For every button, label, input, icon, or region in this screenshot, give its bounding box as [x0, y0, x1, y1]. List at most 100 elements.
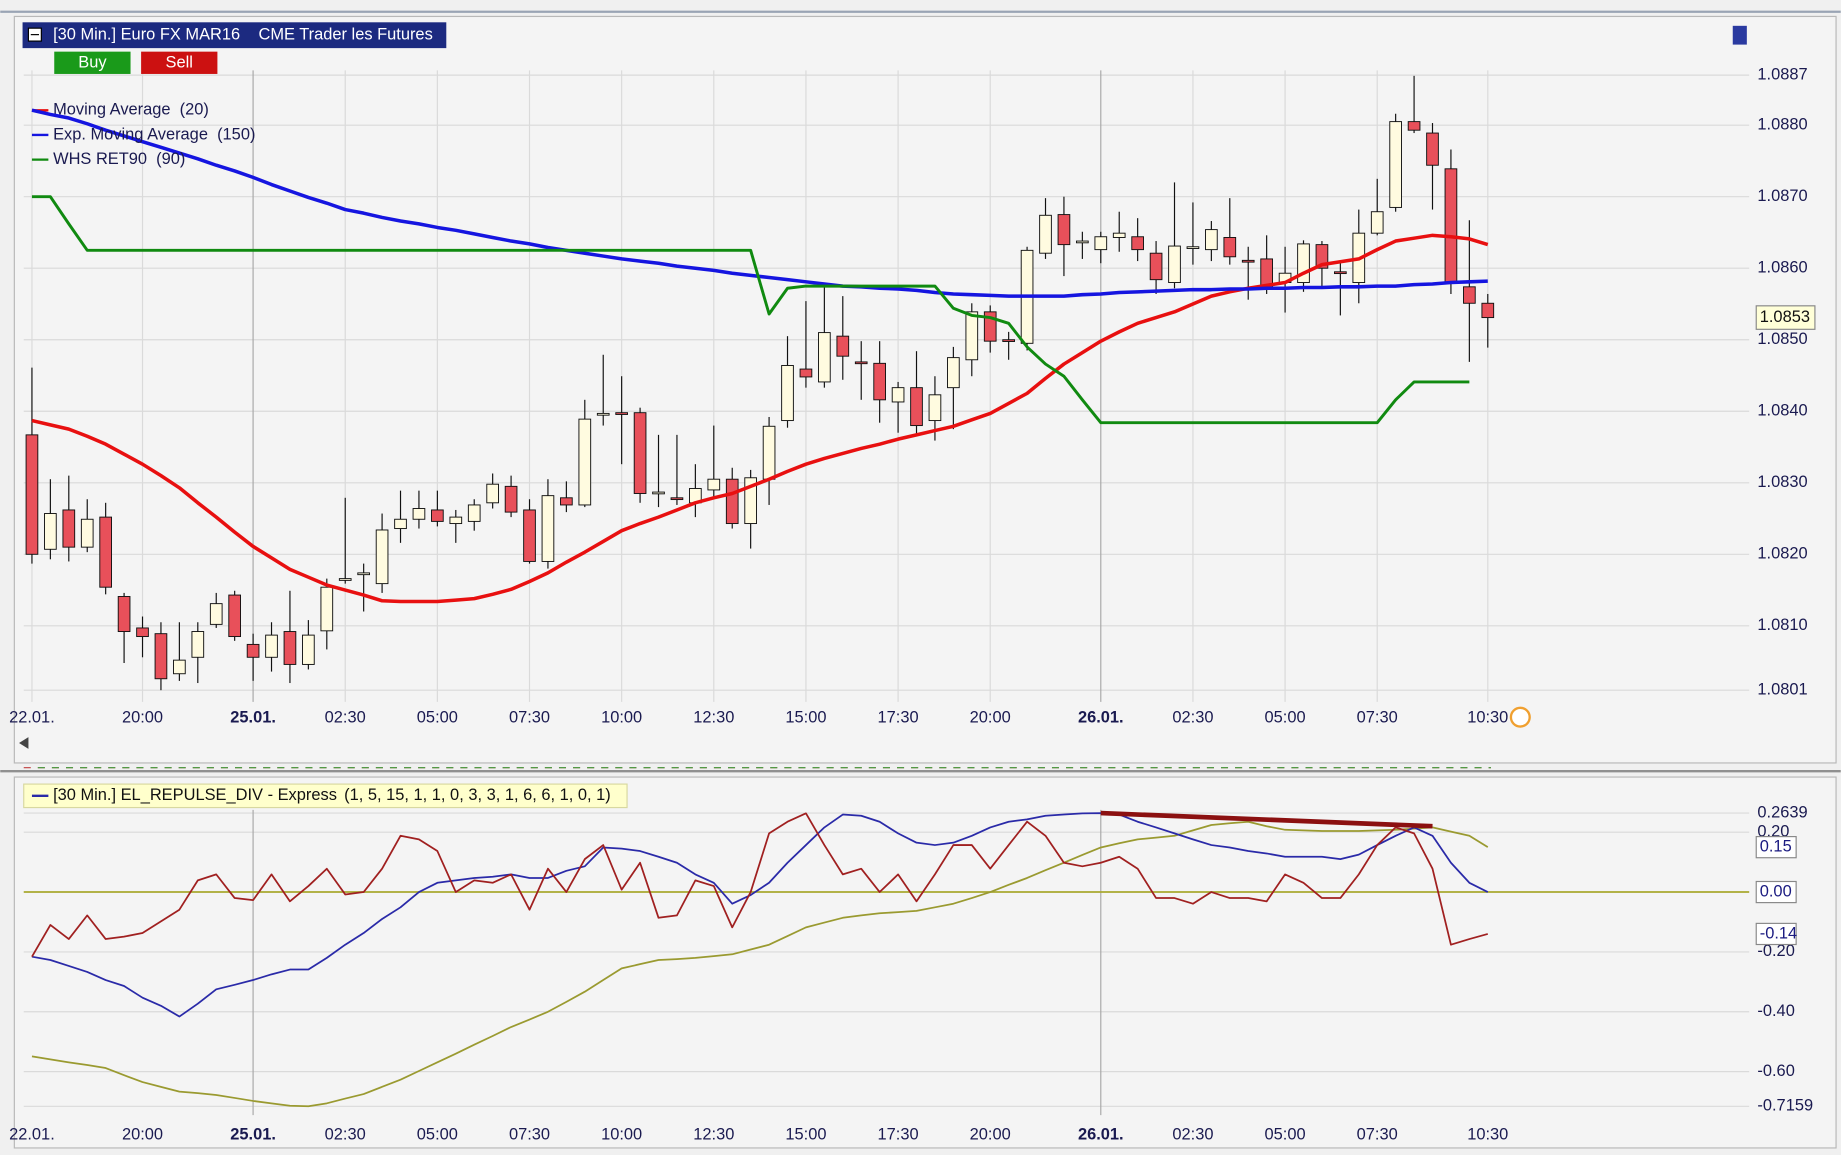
candle-body — [357, 572, 370, 576]
candle-body — [854, 361, 868, 365]
window-subtitle: CME Trader les Futures — [258, 26, 432, 44]
candle-body — [136, 627, 149, 638]
candle-body — [1241, 259, 1255, 263]
y-tick-label: 1.0801 — [1757, 681, 1807, 699]
x-tick-label: 07:30 — [509, 709, 550, 727]
candle-body — [762, 425, 776, 480]
candle-body — [983, 311, 997, 342]
oscillator-line — [31, 812, 1489, 1018]
x-tick-label: 05:00 — [417, 709, 458, 727]
candle-body — [1426, 132, 1439, 166]
sell-button[interactable] — [141, 51, 218, 74]
buy-button[interactable] — [54, 51, 131, 74]
x-tick-label: 20:00 — [970, 1125, 1011, 1143]
y-tick-label: -0.7159 — [1757, 1097, 1813, 1115]
candle-body — [191, 631, 205, 658]
candle-body — [947, 357, 960, 389]
x-tick-label: 10:00 — [601, 1125, 642, 1143]
candle-body — [560, 497, 573, 506]
y-tick-label: 1.0820 — [1757, 545, 1807, 563]
x-tick-label: 15:00 — [785, 709, 826, 727]
clock-icon — [1509, 706, 1531, 728]
scroll-left-icon[interactable] — [19, 737, 29, 749]
end-value-label: -0.14 — [1760, 924, 1797, 942]
candle-body — [338, 578, 352, 581]
candle-body — [615, 412, 628, 415]
x-tick-label: 22.01. — [9, 709, 55, 727]
x-tick-label: 17:30 — [878, 1125, 919, 1143]
oscillator-line — [31, 812, 1489, 958]
candle-body — [1002, 339, 1015, 342]
x-tick-label: 05:00 — [1265, 1125, 1306, 1143]
candle-body — [173, 659, 186, 675]
indicator-line — [31, 195, 1470, 425]
candle-body — [1334, 271, 1347, 275]
window-title: [30 Min.] Euro FX MAR16 — [53, 26, 240, 44]
x-tick-label: 02:30 — [325, 709, 366, 727]
candle-body — [154, 633, 168, 680]
candle-body — [412, 508, 426, 520]
candle-body — [1149, 252, 1163, 281]
candle-body — [1094, 236, 1108, 251]
x-tick-label: 20:00 — [970, 709, 1011, 727]
end-value-box — [1755, 880, 1797, 904]
candle-body — [836, 335, 850, 357]
y-tick-label: 1.0810 — [1757, 616, 1807, 634]
candle-body — [320, 586, 334, 632]
y-tick-label: -0.40 — [1757, 1002, 1794, 1020]
last-price-label: 1.0853 — [1760, 308, 1810, 326]
candle-body — [541, 495, 555, 562]
candle-body — [928, 394, 942, 422]
candle-body — [633, 412, 647, 494]
x-tick-label: 15:00 — [785, 1125, 826, 1143]
sell-label[interactable]: Sell — [166, 54, 193, 72]
x-tick-label: 25.01. — [230, 1125, 276, 1143]
candle-body — [1297, 243, 1310, 283]
candle-body — [1112, 232, 1126, 238]
candle-body — [228, 594, 241, 638]
x-tick-label: 12:30 — [693, 1125, 734, 1143]
candle-body — [578, 418, 592, 506]
candle-body — [523, 509, 536, 562]
y-tick-label: 0.2639 — [1757, 803, 1807, 821]
candle-body — [1260, 258, 1273, 288]
candle-body — [431, 509, 444, 522]
candle-body — [799, 368, 813, 378]
x-tick-label: 25.01. — [230, 709, 276, 727]
x-tick-label: 07:30 — [1357, 1125, 1398, 1143]
y-tick-label: 1.0887 — [1757, 65, 1807, 83]
x-tick-label: 10:30 — [1467, 1125, 1508, 1143]
candle-body — [99, 516, 113, 588]
indicator-title: [30 Min.] EL_REPULSE_DIV - Express — [53, 786, 337, 804]
candle-body — [449, 516, 463, 525]
candle-body — [725, 478, 739, 525]
x-tick-label: 10:30 — [1467, 709, 1508, 727]
x-tick-label: 05:00 — [417, 1125, 458, 1143]
candle-body — [117, 596, 131, 633]
candle-body — [1463, 286, 1476, 304]
settings-icon[interactable] — [1732, 25, 1747, 45]
candle-body — [62, 509, 76, 548]
candle-body — [1223, 236, 1237, 258]
y-tick-label: -0.60 — [1757, 1062, 1794, 1080]
candle-body — [965, 311, 979, 361]
x-tick-label: 26.01. — [1078, 1125, 1124, 1143]
candle-body — [1186, 246, 1200, 249]
y-tick-label: 1.0850 — [1757, 330, 1807, 348]
candle-body — [265, 634, 278, 658]
candle-body — [1076, 240, 1089, 244]
legend-label: Moving Average (20) — [53, 101, 209, 119]
indicator-params: (1, 5, 15, 1, 1, 0, 3, 3, 1, 6, 6, 1, 0,… — [344, 786, 611, 804]
candle-body — [596, 412, 610, 416]
candle-body — [44, 513, 57, 550]
indicator-line — [31, 108, 1488, 298]
candle-body — [1315, 244, 1329, 269]
y-tick-label: 1.0880 — [1757, 116, 1807, 134]
title-bar — [22, 22, 447, 49]
x-tick-label: 02:30 — [1172, 1125, 1213, 1143]
x-tick-label: 12:30 — [693, 709, 734, 727]
candle-body — [25, 434, 39, 555]
candle-body — [1131, 236, 1144, 251]
buy-label[interactable]: Buy — [78, 54, 107, 72]
